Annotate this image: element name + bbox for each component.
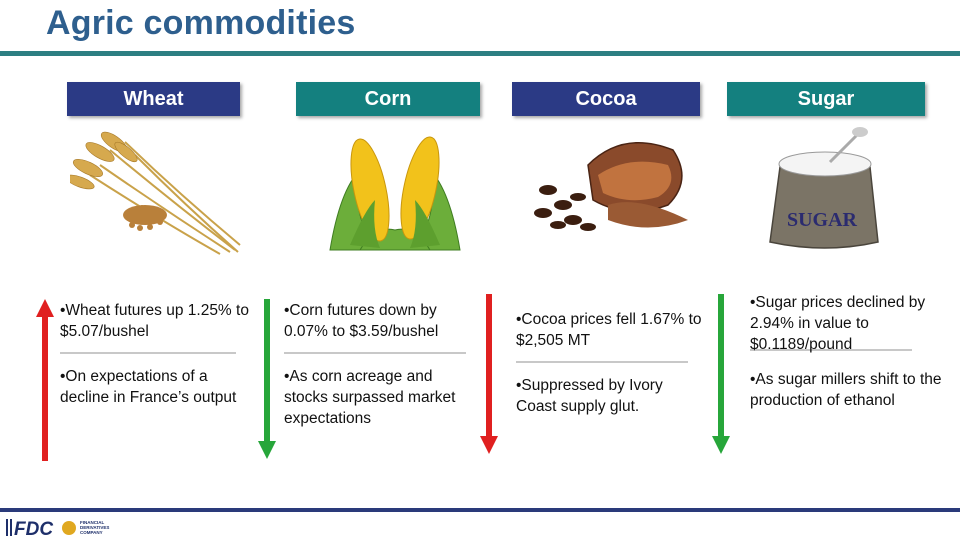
wheat-price-text: •Wheat futures up 1.25% to $5.07/bushel: [60, 302, 249, 340]
wheat-header: Wheat: [67, 82, 240, 116]
sugar-header: Sugar: [727, 82, 925, 116]
logo-tagline: FINANCIAL DERIVATIVES COMPANY: [80, 520, 109, 535]
corn-details: •Corn futures down by 0.07% to $3.59/bus…: [284, 300, 474, 429]
fdc-logo-mark: FDC: [6, 519, 76, 538]
corn-image: [329, 136, 461, 251]
logo-line: COMPANY: [80, 529, 103, 535]
footer-divider: [0, 508, 960, 512]
sugar-image: SUGAR: [769, 127, 879, 249]
wheat-image: [70, 131, 241, 255]
sugar-details: •Sugar prices declined by 2.94% in value…: [750, 292, 950, 411]
cocoa-price-text: •Cocoa prices fell 1.67% to $2,505 MT: [516, 311, 702, 349]
corn-price-text: •Corn futures down by 0.07% to $3.59/bus…: [284, 302, 439, 340]
sugar-reason-text: •As sugar millers shift to the productio…: [750, 371, 942, 409]
page-title: Agric commodities: [46, 4, 356, 42]
corn-reason-text: •As corn acreage and stocks surpassed ma…: [284, 368, 456, 427]
down-arrow-icon: [712, 294, 730, 454]
cocoa-reason-text: •Suppressed by Ivory Coast supply glut.: [516, 377, 663, 415]
sugar-sack-label: SUGAR: [787, 209, 858, 231]
divider: [60, 352, 236, 354]
cocoa-header-label: Cocoa: [575, 87, 637, 110]
wheat-reason-text: •On expectations of a decline in France’…: [60, 368, 237, 406]
cocoa-image: [534, 142, 688, 231]
wheat-header-label: Wheat: [123, 87, 184, 110]
cocoa-details: •Cocoa prices fell 1.67% to $2,505 MT •S…: [516, 309, 706, 417]
divider: [284, 352, 466, 354]
divider: [750, 349, 912, 351]
down-arrow-icon: [480, 294, 498, 454]
wheat-details: •Wheat futures up 1.25% to $5.07/bushel …: [60, 300, 260, 408]
divider: [516, 361, 688, 363]
logo-mark-text: FDC: [14, 519, 53, 538]
company-logo: FDC FINANCIAL DERIVATIVES COMPANY: [6, 516, 109, 538]
up-arrow-icon: [36, 299, 54, 461]
logo-line: DERIVATIVES: [80, 524, 110, 530]
title-divider: [0, 51, 960, 56]
down-arrow-icon: [258, 299, 276, 459]
sugar-header-label: Sugar: [797, 87, 855, 110]
logo-line: FINANCIAL: [80, 519, 105, 525]
cocoa-header: Cocoa: [512, 82, 700, 116]
corn-header: Corn: [296, 82, 480, 116]
sugar-price-text: •Sugar prices declined by 2.94% in value…: [750, 294, 926, 353]
corn-header-label: Corn: [364, 87, 412, 110]
